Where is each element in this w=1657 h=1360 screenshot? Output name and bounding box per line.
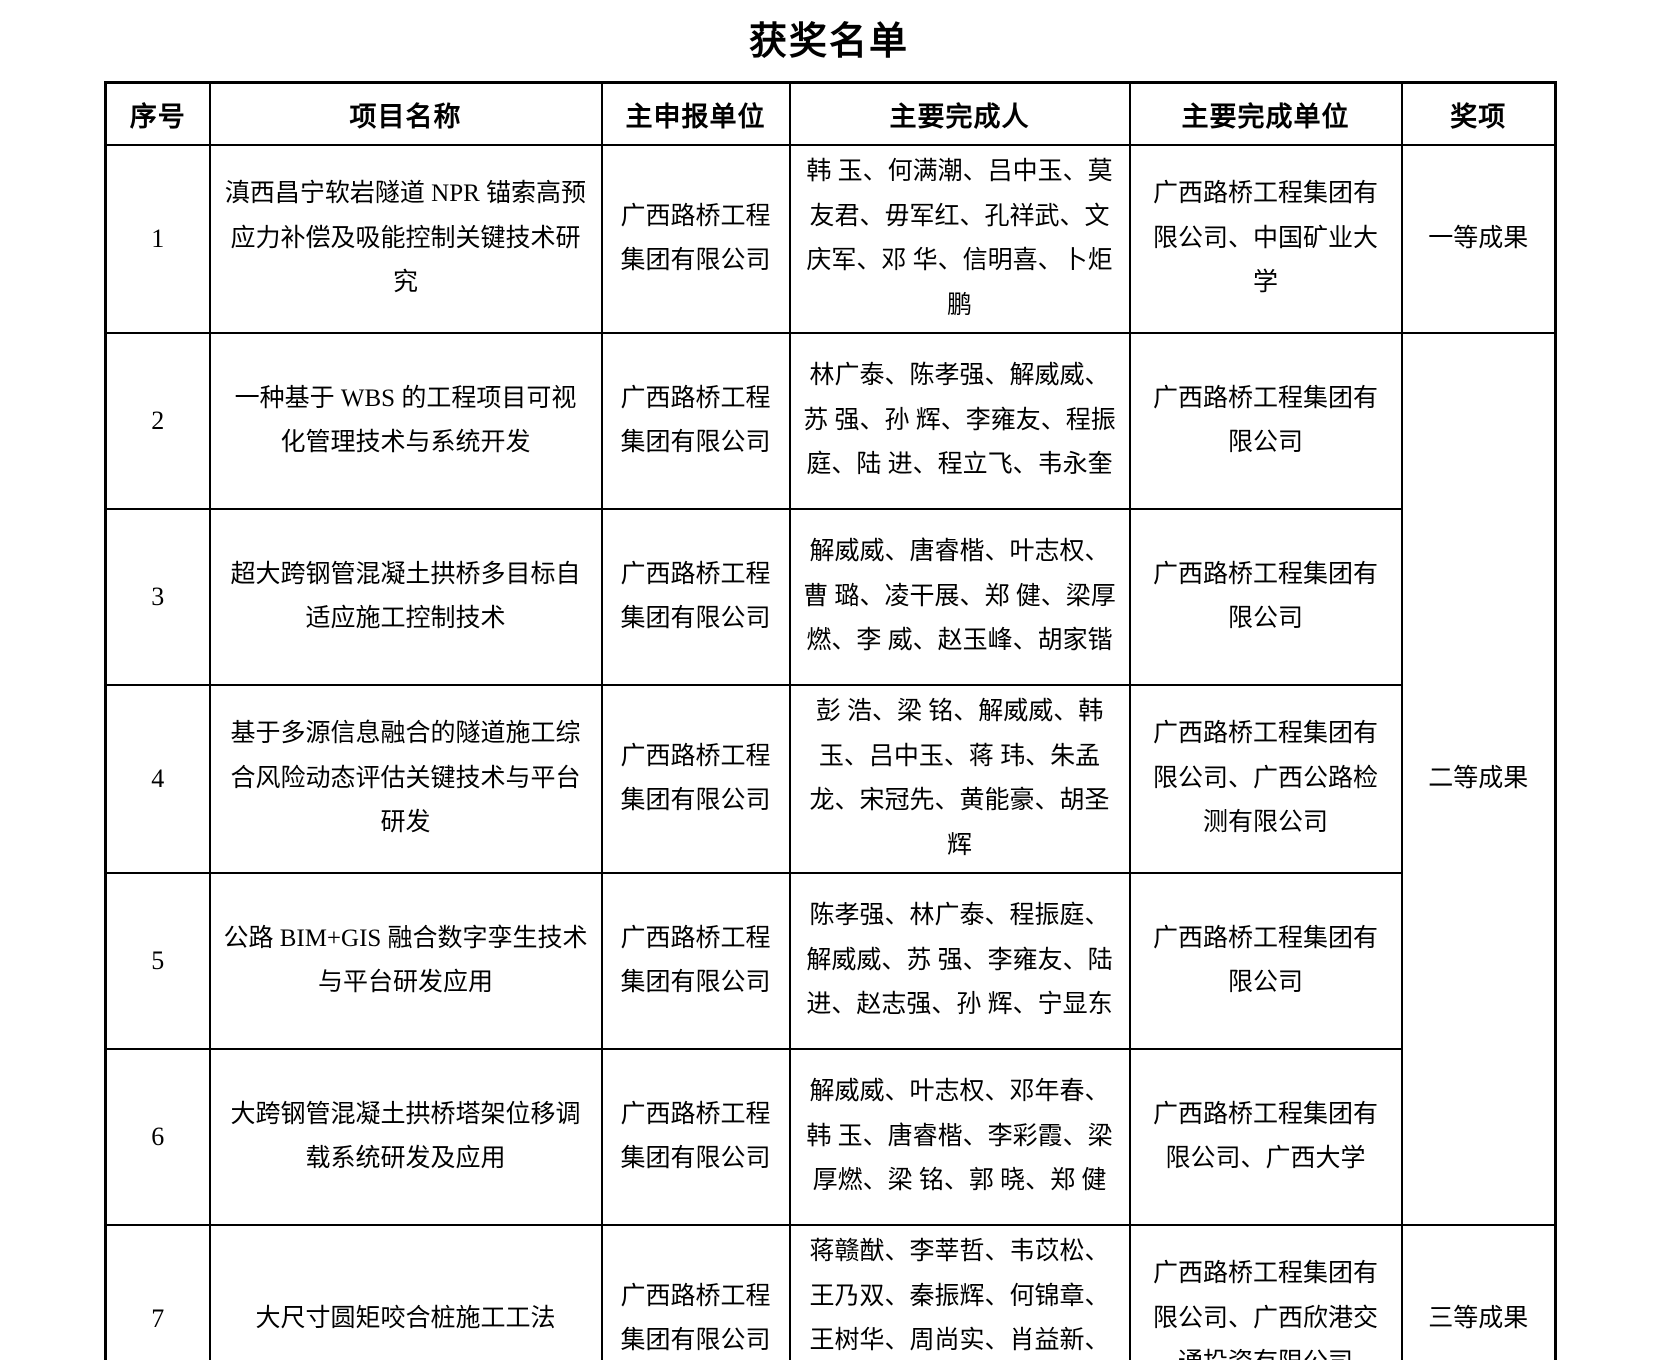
cell-project: 大跨钢管混凝土拱桥塔架位移调载系统研发及应用 [208, 1048, 603, 1226]
cell-completers: 彭 浩、梁 铭、解威威、韩 玉、吕中玉、蒋 玮、朱孟龙、宋冠先、黄能豪、胡圣辉 [788, 684, 1131, 874]
column-header-project: 项目名称 [208, 81, 603, 146]
cell-applicant: 广西路桥工程集团有限公司 [600, 508, 791, 686]
cell-no: 6 [104, 1048, 211, 1226]
cell-project: 基于多源信息融合的隧道施工综合风险动态评估关键技术与平台研发 [208, 684, 603, 874]
cell-units: 广西路桥工程集团有限公司、广西欣港交通投资有限公司 [1128, 1224, 1403, 1360]
table-row: 5 公路 BIM+GIS 融合数字孪生技术与平台研发应用 广西路桥工程集团有限公… [104, 872, 1556, 1050]
column-header-applicant: 主申报单位 [600, 81, 791, 146]
table-row: 3 超大跨钢管混凝土拱桥多目标自适应施工控制技术 广西路桥工程集团有限公司 解威… [104, 508, 1556, 686]
cell-no: 1 [104, 144, 211, 334]
cell-project: 一种基于 WBS 的工程项目可视化管理技术与系统开发 [208, 332, 603, 510]
column-header-completers: 主要完成人 [788, 81, 1131, 146]
cell-award: 三等成果 [1400, 1224, 1557, 1360]
column-header-units: 主要完成单位 [1128, 81, 1403, 146]
cell-project: 公路 BIM+GIS 融合数字孪生技术与平台研发应用 [208, 872, 603, 1050]
column-header-award: 奖项 [1400, 81, 1557, 146]
table-row: 7 大尺寸圆矩咬合桩施工工法 广西路桥工程集团有限公司 蒋赣猷、李莘哲、韦苡松、… [104, 1224, 1557, 1360]
cell-completers: 林广泰、陈孝强、解威威、苏 强、孙 辉、李雍友、程振庭、陆 进、程立飞、韦永奎 [788, 332, 1131, 510]
cell-units: 广西路桥工程集团有限公司 [1128, 508, 1403, 686]
page-title: 获奖名单 [748, 21, 909, 63]
cell-completers: 蒋赣猷、李莘哲、韦苡松、王乃双、秦振辉、何锦章、王树华、周尚实、肖益新、余阳君 [788, 1224, 1131, 1360]
cell-project: 滇西昌宁软岩隧道 NPR 锚索高预应力补偿及吸能控制关键技术研究 [208, 144, 603, 334]
cell-applicant: 广西路桥工程集团有限公司 [600, 144, 791, 334]
cell-no: 3 [104, 508, 211, 686]
cell-no: 5 [104, 872, 211, 1050]
cell-award: 一等成果 [1400, 144, 1557, 334]
award-table: 序号 项目名称 主申报单位 主要完成人 主要完成单位 奖项 1 滇西昌宁软岩隧道… [104, 81, 1557, 1360]
cell-award-merged: 二等成果 [1400, 332, 1557, 1226]
cell-completers: 解威威、唐睿楷、叶志权、曹 璐、凌干展、郑 健、梁厚燃、李 威、赵玉峰、胡家锴 [788, 508, 1131, 686]
cell-no: 2 [104, 332, 211, 510]
cell-units: 广西路桥工程集团有限公司 [1128, 872, 1403, 1050]
cell-applicant: 广西路桥工程集团有限公司 [600, 1224, 791, 1360]
cell-project: 超大跨钢管混凝土拱桥多目标自适应施工控制技术 [208, 508, 603, 686]
table-row: 1 滇西昌宁软岩隧道 NPR 锚索高预应力补偿及吸能控制关键技术研究 广西路桥工… [104, 144, 1557, 334]
cell-completers: 陈孝强、林广泰、程振庭、解威威、苏 强、李雍友、陆 进、赵志强、孙 辉、宁显东 [788, 872, 1131, 1050]
column-header-no: 序号 [104, 81, 211, 146]
cell-completers: 解威威、叶志权、邓年春、韩 玉、唐睿楷、李彩霞、梁厚燃、梁 铭、郭 晓、郑 健 [788, 1048, 1131, 1226]
table-row: 4 基于多源信息融合的隧道施工综合风险动态评估关键技术与平台研发 广西路桥工程集… [104, 684, 1556, 874]
table-row: 2 一种基于 WBS 的工程项目可视化管理技术与系统开发 广西路桥工程集团有限公… [104, 332, 1557, 1226]
cell-units: 广西路桥工程集团有限公司、广西公路检测有限公司 [1128, 684, 1403, 874]
cell-no: 4 [104, 684, 211, 874]
cell-units: 广西路桥工程集团有限公司、中国矿业大学 [1128, 144, 1403, 334]
table-header-row: 序号 项目名称 主申报单位 主要完成人 主要完成单位 奖项 [104, 81, 1557, 146]
cell-applicant: 广西路桥工程集团有限公司 [600, 332, 791, 510]
cell-no: 7 [104, 1224, 211, 1360]
table-row: 6 大跨钢管混凝土拱桥塔架位移调载系统研发及应用 广西路桥工程集团有限公司 解威… [104, 1048, 1556, 1226]
cell-applicant: 广西路桥工程集团有限公司 [600, 684, 791, 874]
cell-units: 广西路桥工程集团有限公司、广西大学 [1128, 1048, 1403, 1226]
cell-units: 广西路桥工程集团有限公司 [1128, 332, 1403, 510]
cell-completers: 韩 玉、何满潮、吕中玉、莫友君、毋军红、孔祥武、文庆军、邓 华、信明喜、卜炬鹏 [788, 144, 1131, 334]
cell-project: 大尺寸圆矩咬合桩施工工法 [208, 1224, 603, 1360]
cell-applicant: 广西路桥工程集团有限公司 [600, 1048, 791, 1226]
cell-applicant: 广西路桥工程集团有限公司 [600, 872, 791, 1050]
